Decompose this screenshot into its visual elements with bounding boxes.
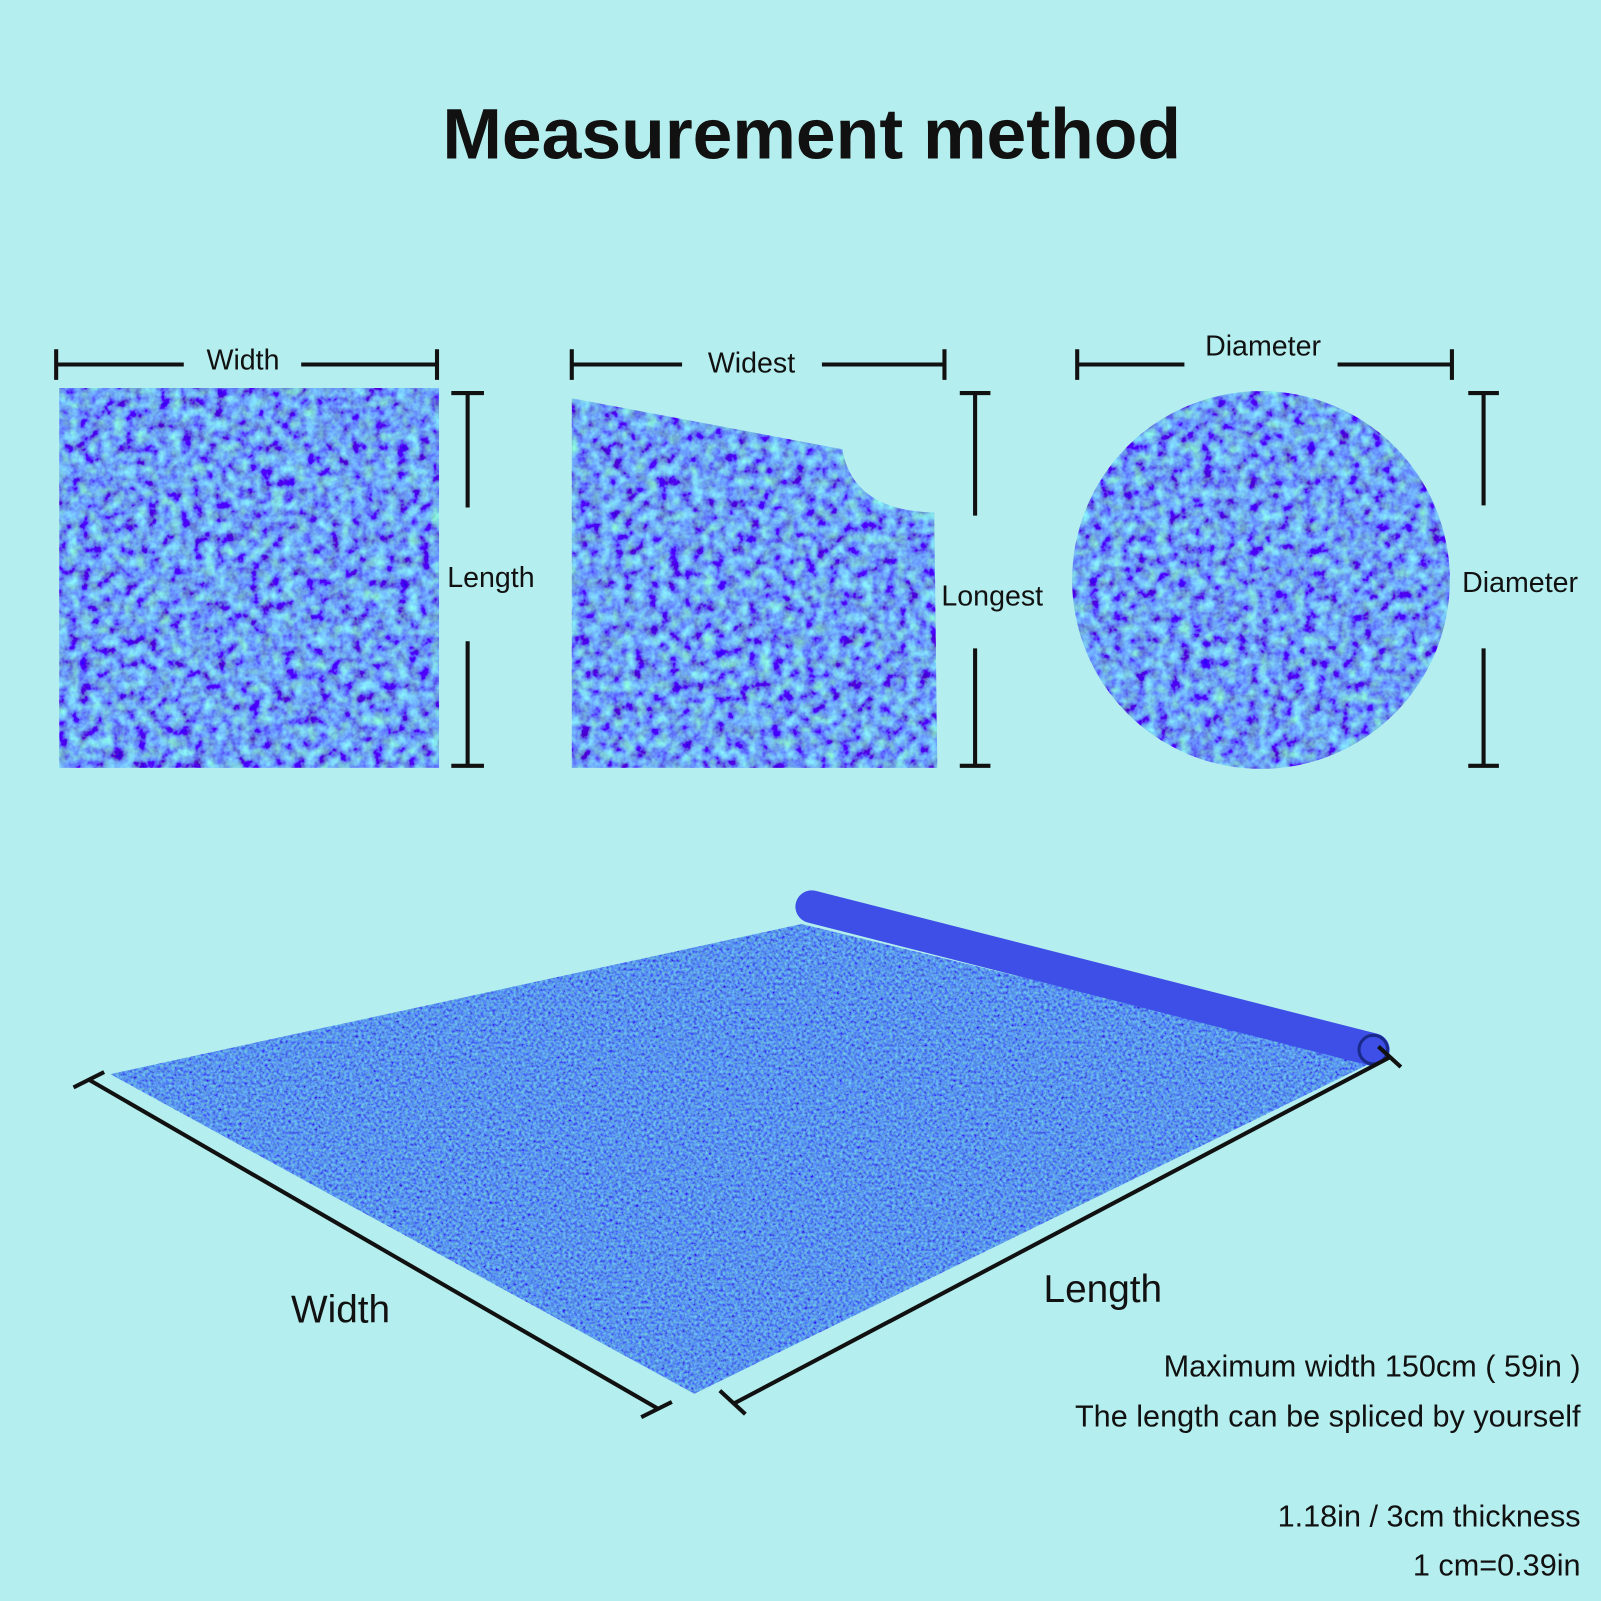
roll-width-label: Width (291, 1288, 390, 1331)
round-carpet (1072, 391, 1450, 769)
note: The length can be spliced by yourself (1075, 1399, 1581, 1433)
dimension-lines (54, 349, 1499, 768)
square-carpet (59, 387, 440, 768)
dimension-label: Width (206, 345, 279, 377)
note: 1.18in / 3cm thickness (1278, 1499, 1581, 1533)
note: Maximum width 150cm ( 59in ) (1164, 1349, 1581, 1383)
roll-dimension-lines (72, 1045, 1403, 1420)
roll-length-label: Length (1044, 1268, 1163, 1311)
dimension-label: Widest (708, 348, 795, 380)
carpet-roll (795, 890, 1390, 1066)
rolled-carpet (110, 924, 1374, 1394)
irregular-carpet (571, 398, 938, 768)
dimension-label: Diameter (1462, 567, 1578, 599)
note: 1 cm=0.39in (1413, 1548, 1581, 1582)
dimension-label: Diameter (1205, 330, 1321, 362)
dimension-label: Longest (941, 580, 1043, 612)
title: Measurement method (442, 94, 1181, 174)
dimension-label: Length (447, 562, 534, 594)
